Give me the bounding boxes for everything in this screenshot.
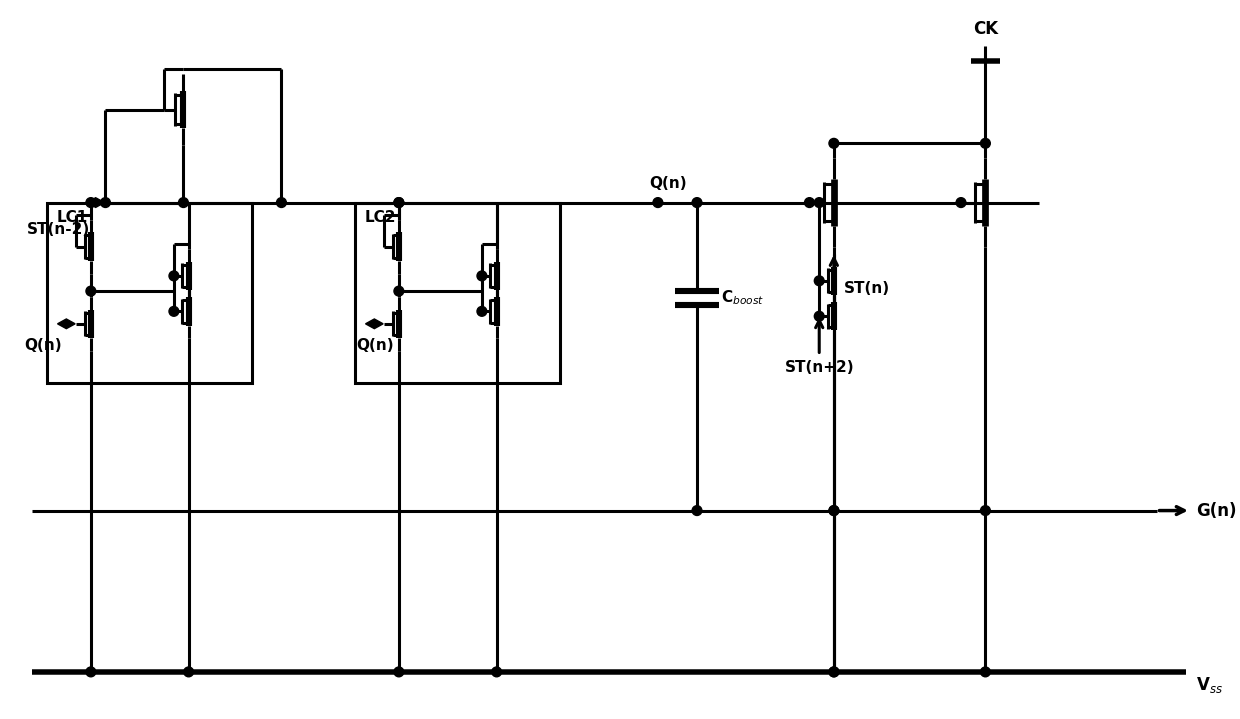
Bar (47, 203, 252, 383)
Circle shape (169, 271, 179, 281)
Circle shape (477, 271, 487, 281)
Circle shape (830, 139, 838, 148)
Circle shape (277, 198, 286, 208)
Text: ST(n+2): ST(n+2) (785, 360, 854, 375)
Circle shape (830, 505, 838, 516)
Text: Q(n): Q(n) (357, 339, 394, 354)
Text: ST(n): ST(n) (843, 281, 890, 296)
Circle shape (492, 667, 501, 677)
Circle shape (830, 667, 838, 677)
Circle shape (956, 198, 966, 208)
Circle shape (981, 139, 991, 148)
Circle shape (86, 667, 95, 677)
Circle shape (184, 667, 193, 677)
Circle shape (981, 667, 991, 677)
Circle shape (815, 198, 825, 208)
Circle shape (394, 286, 404, 296)
Circle shape (100, 198, 110, 208)
Circle shape (394, 667, 404, 677)
Circle shape (815, 276, 825, 285)
Circle shape (830, 667, 838, 677)
Circle shape (394, 198, 404, 208)
Circle shape (179, 198, 188, 208)
Text: LC1: LC1 (57, 211, 88, 225)
Text: ST(n-2): ST(n-2) (27, 222, 91, 237)
Circle shape (86, 286, 95, 296)
Polygon shape (366, 319, 383, 329)
Circle shape (394, 198, 404, 208)
Text: LC2: LC2 (365, 211, 396, 225)
Text: Q(n): Q(n) (649, 176, 687, 191)
Circle shape (692, 198, 702, 208)
Circle shape (692, 505, 702, 516)
Circle shape (815, 311, 825, 321)
Circle shape (653, 198, 662, 208)
Bar (355, 203, 560, 383)
Text: V$_{ss}$: V$_{ss}$ (1195, 675, 1223, 695)
Text: CK: CK (973, 20, 998, 38)
Circle shape (86, 198, 95, 208)
Polygon shape (87, 198, 104, 207)
Circle shape (805, 198, 815, 208)
Circle shape (830, 505, 838, 516)
Polygon shape (57, 319, 76, 329)
Circle shape (981, 505, 991, 516)
Text: C$_{boost}$: C$_{boost}$ (722, 288, 765, 307)
Text: G(n): G(n) (1195, 502, 1236, 520)
Circle shape (477, 306, 487, 316)
Circle shape (169, 306, 179, 316)
Text: Q(n): Q(n) (25, 339, 62, 354)
